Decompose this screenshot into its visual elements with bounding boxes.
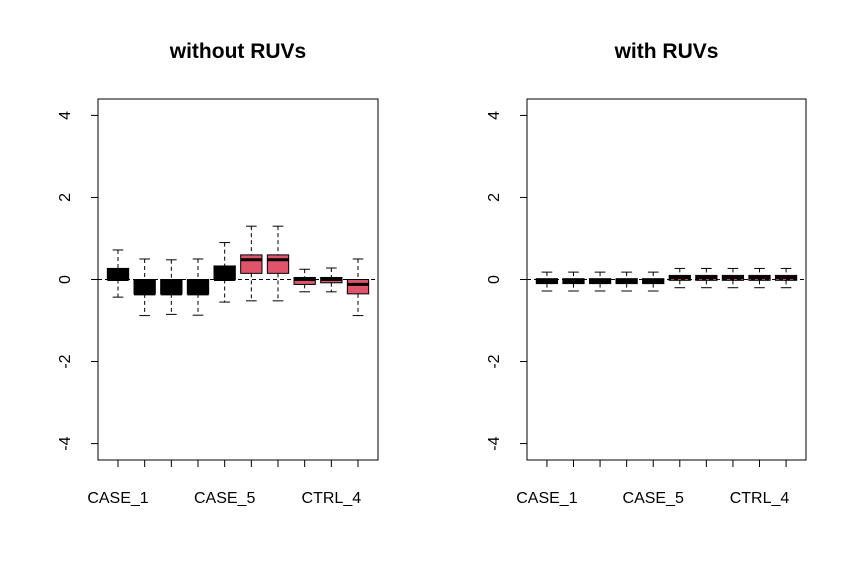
y-tick-label: -4 (486, 436, 503, 450)
box-body (346, 279, 370, 295)
box-4 (615, 271, 638, 292)
box-8 (293, 268, 316, 293)
chart-title: with RUVs (614, 40, 719, 63)
y-tick-label: 2 (486, 193, 503, 202)
box-1 (106, 249, 130, 298)
box-6 (240, 225, 263, 302)
box-body (240, 254, 263, 274)
box-3 (588, 271, 612, 292)
x-tick-label: CASE_5 (623, 490, 684, 507)
x-tick-label: CTRL_4 (730, 490, 790, 507)
y-tick-label: 2 (57, 193, 74, 202)
x-tick-label: CTRL_4 (302, 490, 362, 507)
x-tick-label: CASE_5 (194, 490, 255, 507)
box-10 (346, 258, 370, 317)
y-tick-label: -4 (57, 436, 74, 450)
box-4 (186, 258, 210, 316)
box-9 (748, 267, 771, 289)
panel-1: without RUVs -4 -2 0 2 4 CASE_1 CASE_5 CTRL_4 (57, 40, 379, 507)
y-tick-label: 4 (57, 111, 74, 120)
box-2 (133, 258, 156, 317)
y-tick-label: -2 (57, 354, 74, 368)
x-tick-label: CASE_1 (516, 490, 577, 507)
box-body (213, 265, 236, 280)
box-body (186, 279, 210, 295)
chart-title: without RUVs (169, 40, 307, 63)
box-7 (266, 225, 290, 302)
box-1 (535, 271, 559, 292)
box-body (133, 279, 156, 295)
box-10 (774, 267, 798, 289)
x-tick-label: CASE_1 (87, 490, 148, 507)
y-tick-label: 0 (57, 275, 74, 284)
box-8 (721, 267, 745, 289)
box-5 (213, 242, 236, 303)
y-tick-label: -2 (486, 354, 503, 368)
panel-2: with RUVs -4 -2 0 2 4 CASE_1 CASE_5 CTRL_4 (486, 40, 807, 507)
box-body (266, 254, 290, 274)
box-5 (642, 271, 665, 292)
y-tick-label: 4 (486, 111, 503, 120)
box-6 (668, 267, 691, 289)
box-7 (695, 267, 718, 289)
box-3 (160, 259, 183, 315)
box-body (106, 267, 130, 280)
box-body (160, 279, 183, 295)
box-2 (562, 271, 585, 292)
y-tick-label: 0 (486, 275, 503, 284)
